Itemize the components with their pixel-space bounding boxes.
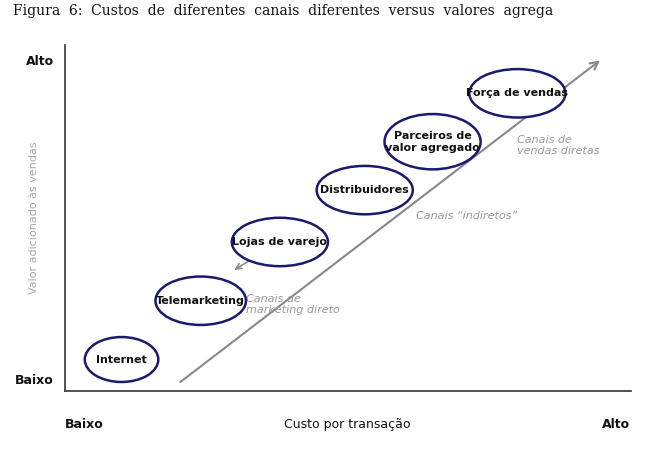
Ellipse shape: [232, 218, 328, 266]
Text: Distribuidores: Distribuidores: [320, 185, 409, 195]
Text: Canais “indiretos”: Canais “indiretos”: [415, 211, 517, 221]
Text: Canais de
vendas diretas: Canais de vendas diretas: [517, 135, 600, 156]
Ellipse shape: [84, 337, 159, 382]
Text: Canais de
marketing direto: Canais de marketing direto: [246, 294, 340, 316]
Ellipse shape: [385, 114, 480, 169]
Text: Baixo: Baixo: [65, 418, 104, 431]
Text: Parceiros de
valor agregado: Parceiros de valor agregado: [385, 131, 480, 153]
Text: Valor adicionado às vendas: Valor adicionado às vendas: [29, 141, 39, 294]
Ellipse shape: [469, 69, 566, 118]
Ellipse shape: [155, 277, 246, 325]
Text: Custo por transação: Custo por transação: [285, 418, 411, 431]
Text: Força de vendas: Força de vendas: [467, 88, 568, 98]
Text: Lojas de varejo: Lojas de varejo: [233, 237, 328, 247]
Text: Alto: Alto: [25, 55, 54, 68]
Text: Figura  6:  Custos  de  diferentes  canais  diferentes  versus  valores  agrega: Figura 6: Custos de diferentes canais di…: [13, 4, 553, 18]
Ellipse shape: [317, 166, 413, 214]
Text: Baixo: Baixo: [15, 374, 54, 387]
Text: Alto: Alto: [603, 418, 630, 431]
Text: Telemarketing: Telemarketing: [156, 296, 245, 306]
Text: Internet: Internet: [96, 355, 147, 365]
